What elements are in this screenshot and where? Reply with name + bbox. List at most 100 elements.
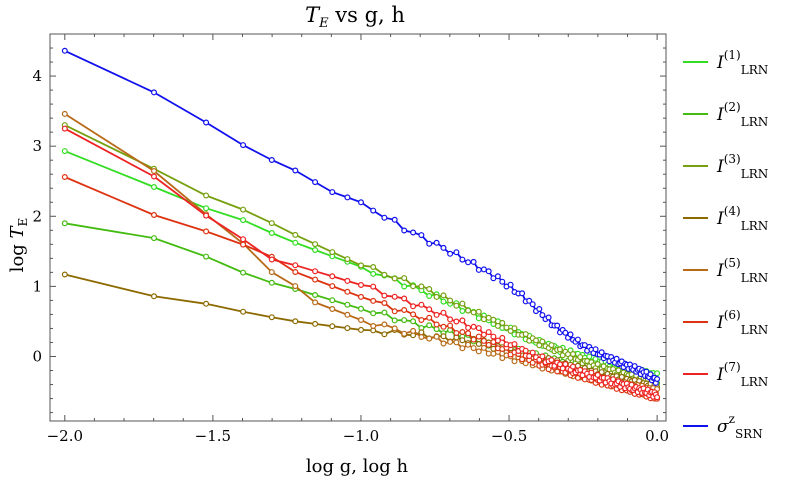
data-point (61, 47, 68, 54)
data-point (562, 329, 569, 336)
legend-main: I (716, 105, 724, 125)
data-point (268, 230, 275, 237)
data-point (480, 331, 487, 338)
data-point (526, 353, 533, 360)
data-point (499, 319, 506, 326)
data-point (598, 369, 605, 376)
data-point (494, 337, 501, 344)
data-point (61, 148, 68, 155)
data-point (480, 337, 487, 344)
y-tick-label: 1 (32, 277, 42, 295)
legend-sub: LRN (741, 375, 769, 389)
data-point (401, 295, 408, 302)
data-point (151, 173, 158, 180)
data-point (370, 283, 377, 290)
data-point (151, 168, 158, 175)
data-point (490, 333, 497, 340)
x-tick-label: −0.5 (491, 427, 527, 445)
data-point (470, 258, 477, 265)
data-point (654, 376, 661, 383)
legend-sub: LRN (741, 115, 769, 129)
data-point (567, 331, 574, 338)
data-point (151, 293, 158, 300)
data-point (410, 311, 417, 318)
data-point (539, 338, 546, 345)
data-point (370, 264, 377, 271)
data-point (475, 348, 482, 355)
data-point (465, 259, 472, 266)
data-point (391, 325, 398, 332)
data-point (329, 323, 336, 330)
data-point (268, 269, 275, 276)
legend-sup: (3) (724, 152, 741, 166)
legend-sup: (1) (724, 48, 741, 62)
data-point (418, 317, 425, 324)
data-point (475, 315, 482, 322)
data-point (440, 333, 447, 340)
legend-sup: z (729, 412, 735, 426)
data-point (628, 381, 635, 388)
data-point (329, 306, 336, 313)
data-point (447, 297, 454, 304)
data-point (574, 336, 581, 343)
data-point (151, 89, 158, 96)
data-point (410, 229, 417, 236)
data-point (485, 341, 492, 348)
data-point (440, 292, 447, 299)
data-point (507, 328, 514, 335)
data-point (459, 256, 466, 263)
data-point (470, 309, 477, 316)
data-point (344, 194, 351, 201)
data-point (381, 292, 388, 299)
data-point (470, 323, 477, 330)
data-point (470, 336, 477, 343)
data-point (203, 212, 210, 219)
data-point (529, 349, 536, 356)
data-point (401, 283, 408, 290)
legend-main: I (716, 157, 724, 177)
data-point (577, 354, 584, 361)
legend-main: I (716, 209, 724, 229)
data-point (312, 292, 319, 299)
data-point (292, 231, 299, 238)
data-point (268, 157, 275, 164)
data-point (344, 311, 351, 318)
legend-sub: LRN (741, 271, 769, 285)
legend-label: I(3)LRN (716, 152, 768, 181)
data-point (61, 174, 68, 181)
data-point (485, 268, 492, 275)
data-point (344, 325, 351, 332)
legend-entry: I(3)LRN (683, 152, 768, 181)
data-point (539, 353, 546, 360)
legend-label: I(1)LRN (716, 48, 768, 77)
data-point (312, 241, 319, 248)
data-point (203, 192, 210, 199)
data-point (418, 334, 425, 341)
legend-main: I (716, 365, 724, 385)
data-point (426, 314, 433, 321)
legend-sub: LRN (741, 167, 769, 181)
data-point (426, 293, 433, 300)
data-point (391, 275, 398, 282)
data-point (426, 306, 433, 313)
data-point (240, 241, 247, 248)
y-tick-label: 4 (32, 67, 42, 85)
data-point (358, 293, 365, 300)
legend-entry: σzSRN (683, 412, 763, 441)
x-tick-label: −1.5 (195, 427, 231, 445)
axis-ticks: −2.0 −1.5 −1.0 −0.5 0.0 0 1 2 3 4 (32, 34, 669, 445)
legend-entry: I(6)LRN (683, 308, 768, 337)
y-axis-label: log TE (7, 218, 30, 273)
data-point (410, 303, 417, 310)
legend-entry: I(2)LRN (683, 100, 768, 129)
data-point (358, 305, 365, 312)
data-point (440, 298, 447, 305)
data-point (598, 349, 605, 356)
data-point (61, 271, 68, 278)
legend-main: I (716, 313, 724, 333)
data-point (358, 282, 365, 289)
data-point (503, 324, 510, 331)
title-main: T (305, 3, 321, 27)
data-point (240, 142, 247, 149)
data-point (410, 283, 417, 290)
